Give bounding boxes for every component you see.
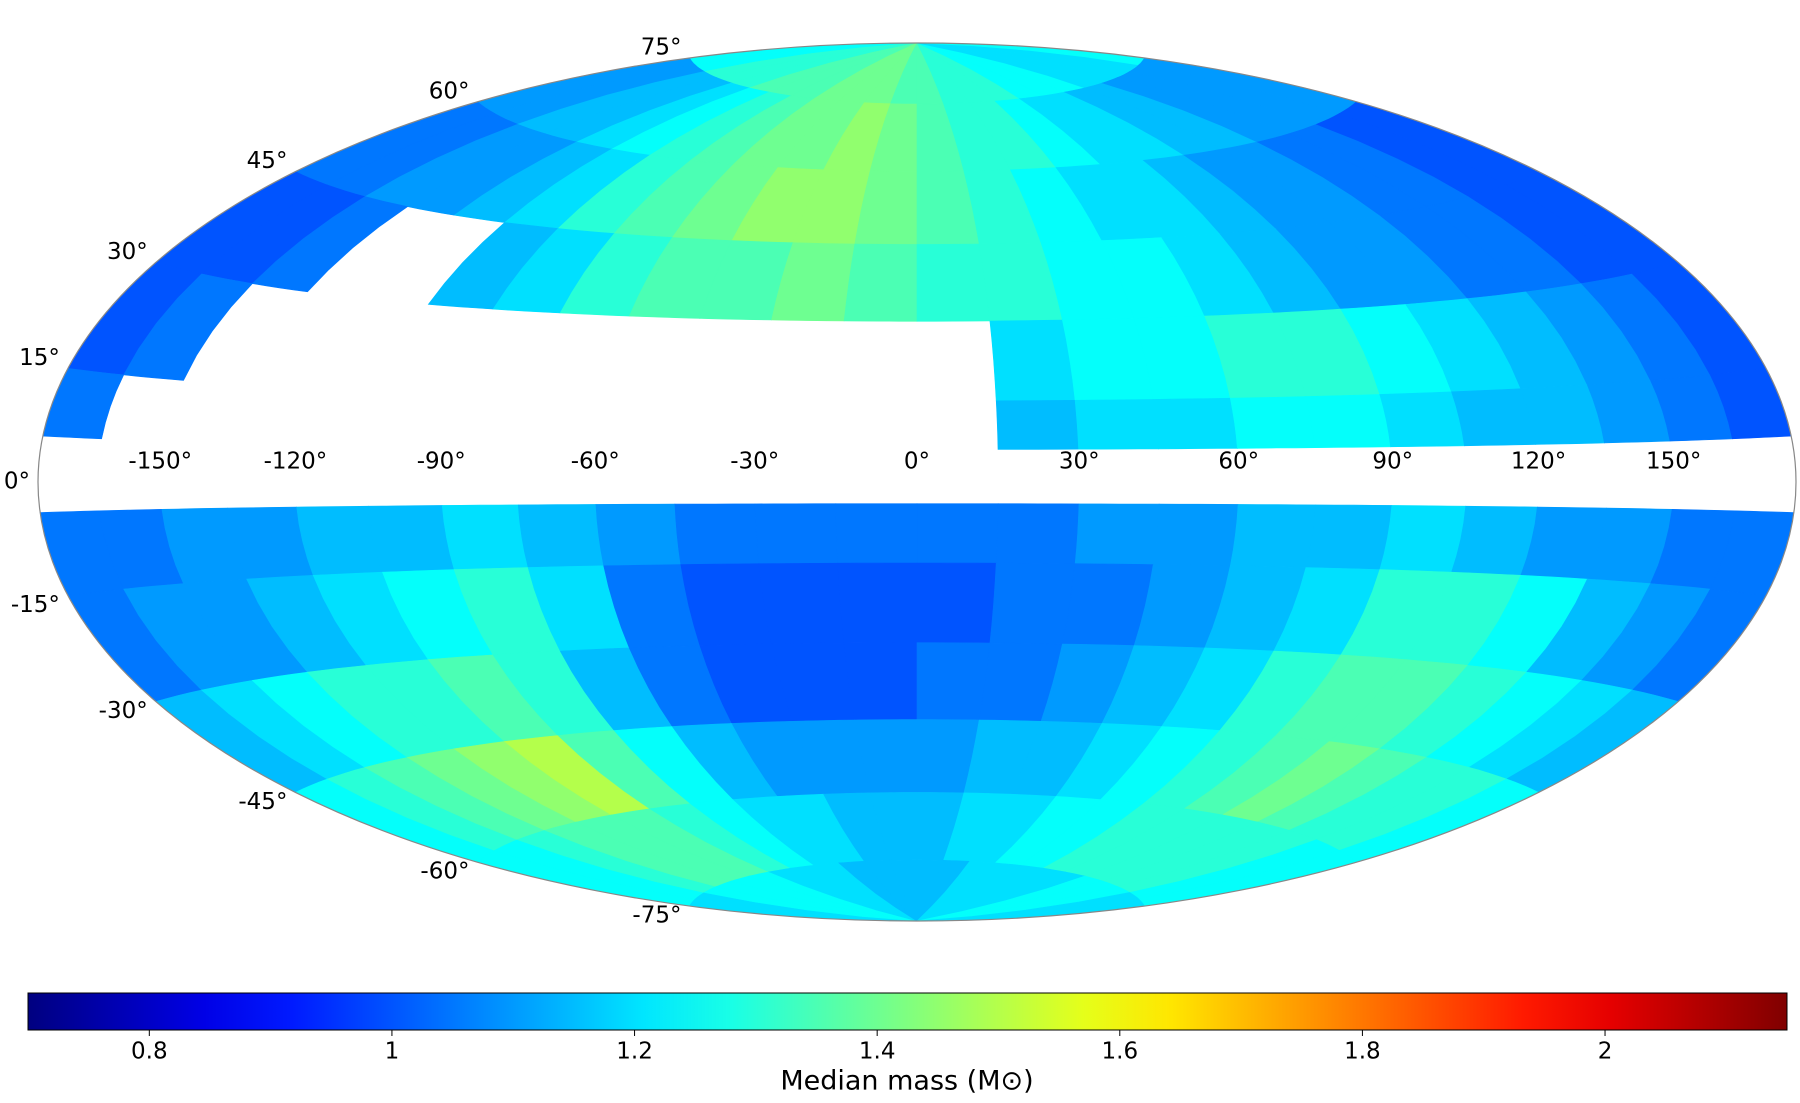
colorbar-tick-label: 1.8 xyxy=(1344,1039,1381,1065)
colorbar-tick-label: 1.6 xyxy=(1102,1039,1139,1065)
map-cell xyxy=(835,503,918,564)
map-cell xyxy=(1229,396,1316,449)
colorbar xyxy=(27,992,1788,1031)
map-cell xyxy=(1379,505,1467,573)
y-tick-label: -30° xyxy=(99,698,148,724)
x-tick-label: -30° xyxy=(730,449,779,475)
colorbar-label: Median mass (M⊙) xyxy=(780,1066,1033,1097)
map-cell xyxy=(1305,504,1393,570)
map-cell xyxy=(674,503,760,565)
y-tick-label: -15° xyxy=(11,592,60,618)
y-tick-label: 0° xyxy=(4,469,30,495)
x-tick-label: -150° xyxy=(128,449,192,475)
map-cell xyxy=(995,503,1080,565)
map-cell xyxy=(1379,391,1465,448)
y-tick-label: 75° xyxy=(641,34,682,60)
map-cell xyxy=(758,562,845,645)
y-tick-label: 30° xyxy=(107,239,148,265)
map-cell xyxy=(843,243,918,322)
map-cell xyxy=(1152,503,1239,567)
map-cell xyxy=(595,503,682,567)
map-cell xyxy=(42,368,125,440)
map-cell xyxy=(989,319,1076,402)
map-cell xyxy=(837,562,918,644)
map-cell xyxy=(517,504,605,568)
map-cell xyxy=(1074,399,1159,450)
colorbar-tick-label: 1.2 xyxy=(616,1039,653,1065)
map-cell xyxy=(123,273,253,381)
colorbar-tick-label: 1.4 xyxy=(859,1039,896,1065)
map-cell xyxy=(989,562,1076,645)
y-tick-label: 60° xyxy=(429,78,470,104)
x-tick-label: 60° xyxy=(1218,449,1259,475)
map-cell xyxy=(916,562,997,644)
y-tick-label: -45° xyxy=(238,789,287,815)
map-cells xyxy=(39,42,1795,922)
y-tick-label: 15° xyxy=(19,345,60,371)
map-cell xyxy=(441,504,529,570)
map-outline xyxy=(37,42,1797,922)
map-cell xyxy=(916,642,991,721)
x-tick-label: -120° xyxy=(264,449,328,475)
map-cell xyxy=(916,243,991,322)
x-tick-label: 150° xyxy=(1646,449,1701,475)
x-tick-label: -90° xyxy=(417,449,466,475)
map-cell xyxy=(1074,503,1160,565)
x-tick-label: 120° xyxy=(1511,449,1566,475)
map-cell xyxy=(1229,504,1317,568)
map-cell xyxy=(1305,394,1391,449)
y-tick-label: -75° xyxy=(632,903,681,929)
colorbar-tick-label: 2 xyxy=(1598,1039,1613,1065)
y-tick-label: -60° xyxy=(420,859,469,885)
map-cell xyxy=(754,503,839,565)
map-cell xyxy=(916,503,999,564)
x-tick-label: 0° xyxy=(904,449,930,475)
x-tick-label: 90° xyxy=(1372,449,1413,475)
colorbar-tick-label: 0.8 xyxy=(131,1039,168,1065)
map-cell xyxy=(367,505,455,573)
map-cell xyxy=(995,399,1079,450)
map-cell xyxy=(251,196,409,293)
x-tick-label: -60° xyxy=(571,449,620,475)
y-tick-label: 45° xyxy=(247,148,288,174)
map-cell xyxy=(1152,397,1238,450)
colorbar-tick-label: 1 xyxy=(385,1039,400,1065)
x-tick-label: 30° xyxy=(1059,449,1100,475)
map-cell xyxy=(1451,388,1537,447)
map-cell xyxy=(843,642,918,721)
